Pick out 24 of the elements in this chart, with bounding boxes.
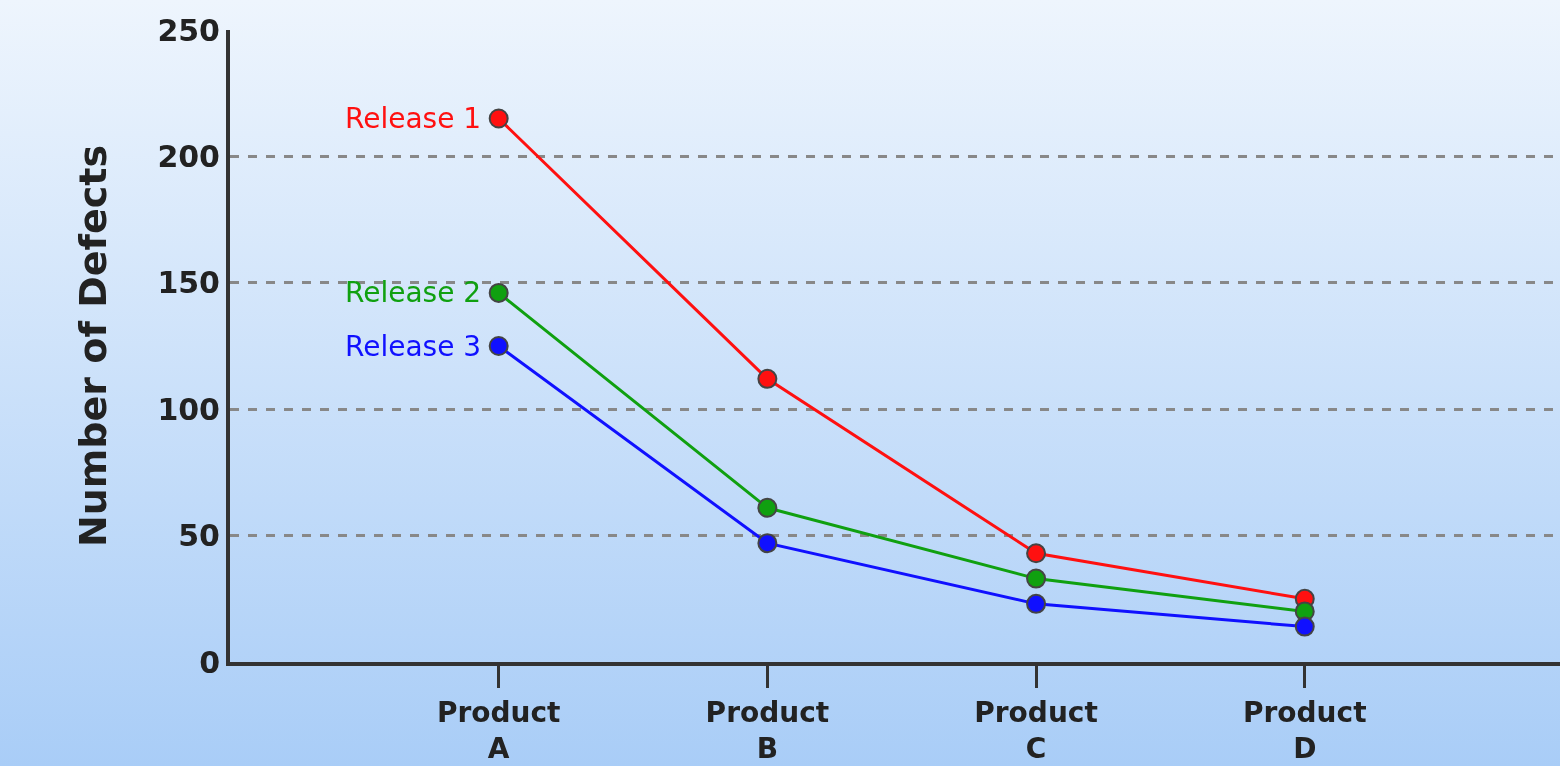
x-tick-label: Product A bbox=[436, 695, 561, 765]
point bbox=[488, 108, 509, 129]
y-tick-label: 150 bbox=[157, 265, 220, 301]
point bbox=[488, 282, 509, 303]
series-label: Release 1 bbox=[345, 102, 482, 135]
point bbox=[1026, 568, 1047, 589]
point bbox=[1026, 543, 1047, 564]
point bbox=[488, 336, 509, 356]
series-label: Release 3 bbox=[345, 330, 482, 363]
y-tick-label: 50 bbox=[178, 518, 220, 554]
point bbox=[757, 533, 778, 554]
point bbox=[1294, 616, 1315, 637]
series-label: Release 2 bbox=[345, 276, 482, 309]
y-tick-label: 250 bbox=[157, 12, 220, 48]
point bbox=[757, 497, 778, 518]
y-tick-label: 100 bbox=[157, 391, 220, 427]
x-tick-label: Product D bbox=[1242, 695, 1367, 765]
point bbox=[757, 368, 778, 389]
y-tick-label: 200 bbox=[157, 138, 220, 174]
y-axis-title: Number of Defects bbox=[71, 144, 116, 548]
x-tick-label: Product B bbox=[705, 695, 830, 765]
y-tick-label: 0 bbox=[199, 644, 220, 680]
point bbox=[1026, 593, 1047, 614]
x-tick-label: Product C bbox=[974, 695, 1098, 765]
